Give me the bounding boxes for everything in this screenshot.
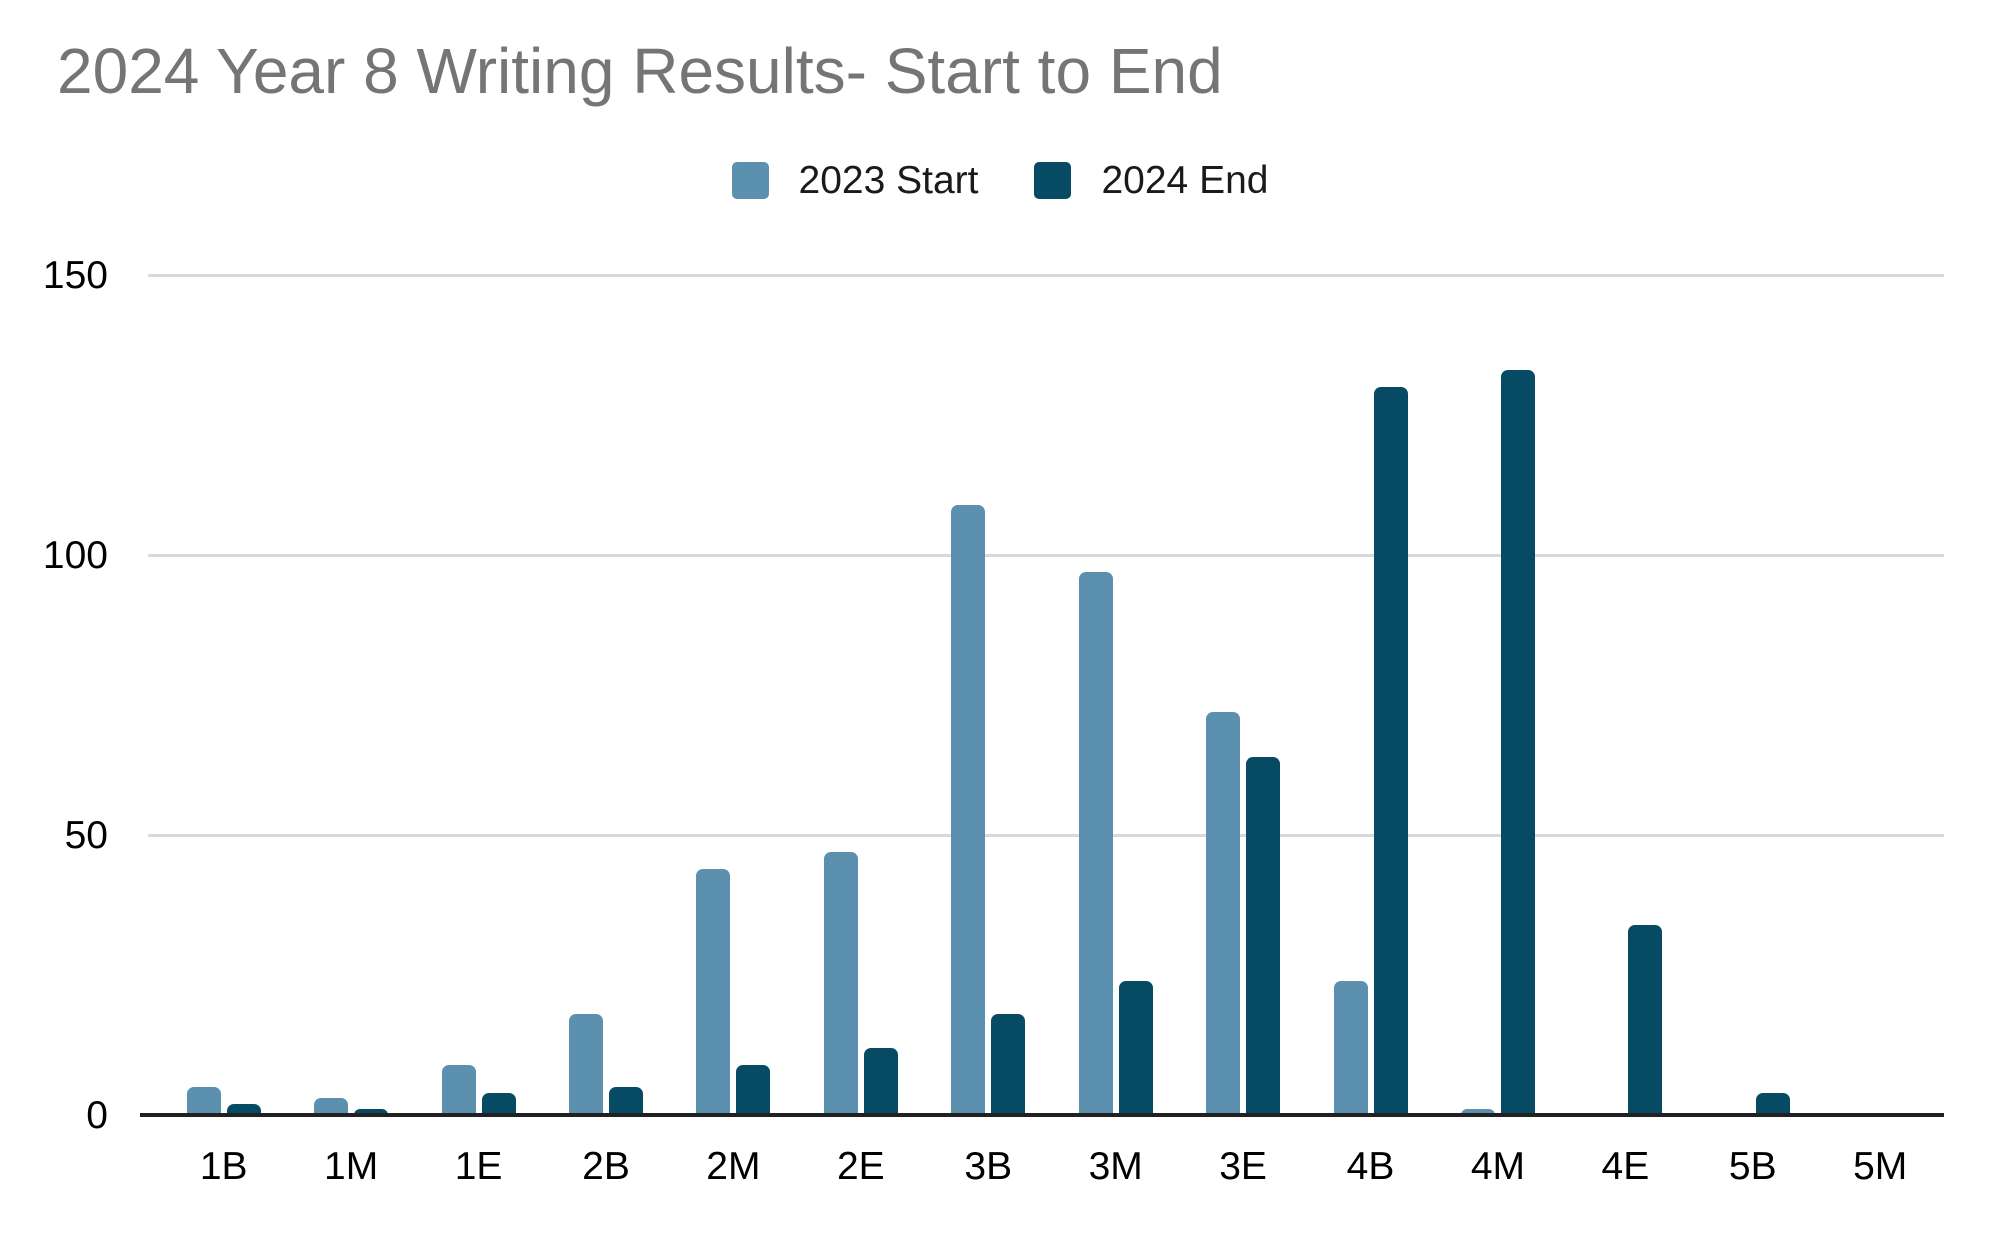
- bar-2024-end-1b: [226, 1103, 261, 1115]
- bar-group-2b: [542, 275, 669, 1115]
- bar-2023-start-3e: [1206, 711, 1241, 1115]
- bar-2023-start-2e: [823, 851, 858, 1115]
- gridline-50: [148, 834, 1944, 837]
- bar-2023-start-4b: [1333, 980, 1368, 1115]
- x-tick-label-3e: 3E: [1219, 1145, 1267, 1188]
- x-axis-labels: 1B 1M 1E 2B 2M 2E 3B 3M 3E 4B 4M 4E 5B 5M: [160, 1147, 1944, 1186]
- legend-swatch-2023-start: [731, 162, 769, 199]
- bar-2023-start-1b: [186, 1087, 221, 1115]
- x-tick-label-4m: 4M: [1470, 1145, 1526, 1188]
- x-axis-line: [140, 1113, 1944, 1117]
- bar-group-1m: [287, 275, 414, 1115]
- bar-2024-end-3m: [1118, 980, 1153, 1115]
- bar-group-3e: [1179, 275, 1306, 1115]
- bar-2023-start-1e: [441, 1064, 476, 1115]
- bar-2024-end-2e: [863, 1047, 898, 1115]
- x-tick-label-1m: 1M: [324, 1145, 379, 1188]
- chart-legend: 2023 Start 2024 End: [0, 161, 2000, 200]
- legend-item-2023-start: 2023 Start: [731, 159, 979, 202]
- x-tick-label-2b: 2B: [582, 1145, 630, 1188]
- bar-2023-start-2b: [568, 1014, 603, 1115]
- x-tick-label-1e: 1E: [454, 1145, 503, 1188]
- bar-2023-start-1m: [314, 1098, 349, 1115]
- bar-2024-end-5b: [1755, 1092, 1790, 1115]
- y-tick-label-100: 100: [42, 534, 108, 577]
- bar-2024-end-4m: [1500, 370, 1535, 1115]
- x-tick-label-3m: 3M: [1088, 1145, 1143, 1188]
- bar-2024-end-3e: [1246, 756, 1281, 1115]
- y-tick-label-0: 0: [86, 1094, 108, 1137]
- bar-group-2m: [670, 275, 797, 1115]
- y-tick-label-50: 50: [64, 814, 108, 857]
- bar-group-3m: [1052, 275, 1179, 1115]
- x-tick-label-4b: 4B: [1346, 1145, 1395, 1188]
- bar-2023-start-2m: [696, 868, 731, 1115]
- bar-group-3b: [925, 275, 1052, 1115]
- bar-group-1b: [160, 275, 287, 1115]
- bar-group-2e: [797, 275, 924, 1115]
- x-tick-label-1b: 1B: [199, 1145, 248, 1188]
- chart-title: 2024 Year 8 Writing Results- Start to En…: [57, 35, 1223, 107]
- legend-swatch-2024-end: [1034, 162, 1072, 199]
- gridline-100: [148, 554, 1944, 557]
- bar-2024-end-2b: [608, 1087, 643, 1115]
- bar-group-4m: [1434, 275, 1561, 1115]
- x-tick-label-3b: 3B: [964, 1145, 1013, 1188]
- bar-2024-end-2m: [736, 1064, 771, 1115]
- x-tick-label-5m: 5M: [1853, 1145, 1908, 1188]
- bar-2024-end-4e: [1628, 924, 1663, 1115]
- x-tick-label-5b: 5B: [1728, 1145, 1777, 1188]
- bar-2024-end-1e: [481, 1092, 516, 1115]
- bar-group-4b: [1307, 275, 1434, 1115]
- x-tick-label-2m: 2M: [706, 1145, 761, 1188]
- bar-2024-end-1m: [354, 1109, 389, 1115]
- bar-2024-end-3b: [991, 1014, 1026, 1115]
- bar-2023-start-3b: [951, 504, 986, 1115]
- legend-item-2024-end: 2024 End: [1034, 161, 1268, 200]
- bar-2024-end-4b: [1373, 387, 1408, 1115]
- x-tick-label-4e: 4E: [1601, 1145, 1650, 1188]
- y-tick-label-150: 150: [42, 254, 108, 297]
- gridline-150: [148, 274, 1944, 277]
- bar-2023-start-4m: [1460, 1109, 1495, 1115]
- bar-group-1e: [415, 275, 542, 1115]
- bar-2023-start-3m: [1078, 571, 1113, 1115]
- bar-group-4e: [1562, 275, 1689, 1115]
- x-tick-label-2e: 2E: [836, 1145, 885, 1188]
- bar-groups: [160, 275, 1944, 1115]
- legend-label-2023-start: 2023 Start: [798, 159, 979, 202]
- legend-label-2024-end: 2024 End: [1101, 159, 1269, 202]
- bar-group-5m: [1816, 275, 1943, 1115]
- bar-group-5b: [1689, 275, 1816, 1115]
